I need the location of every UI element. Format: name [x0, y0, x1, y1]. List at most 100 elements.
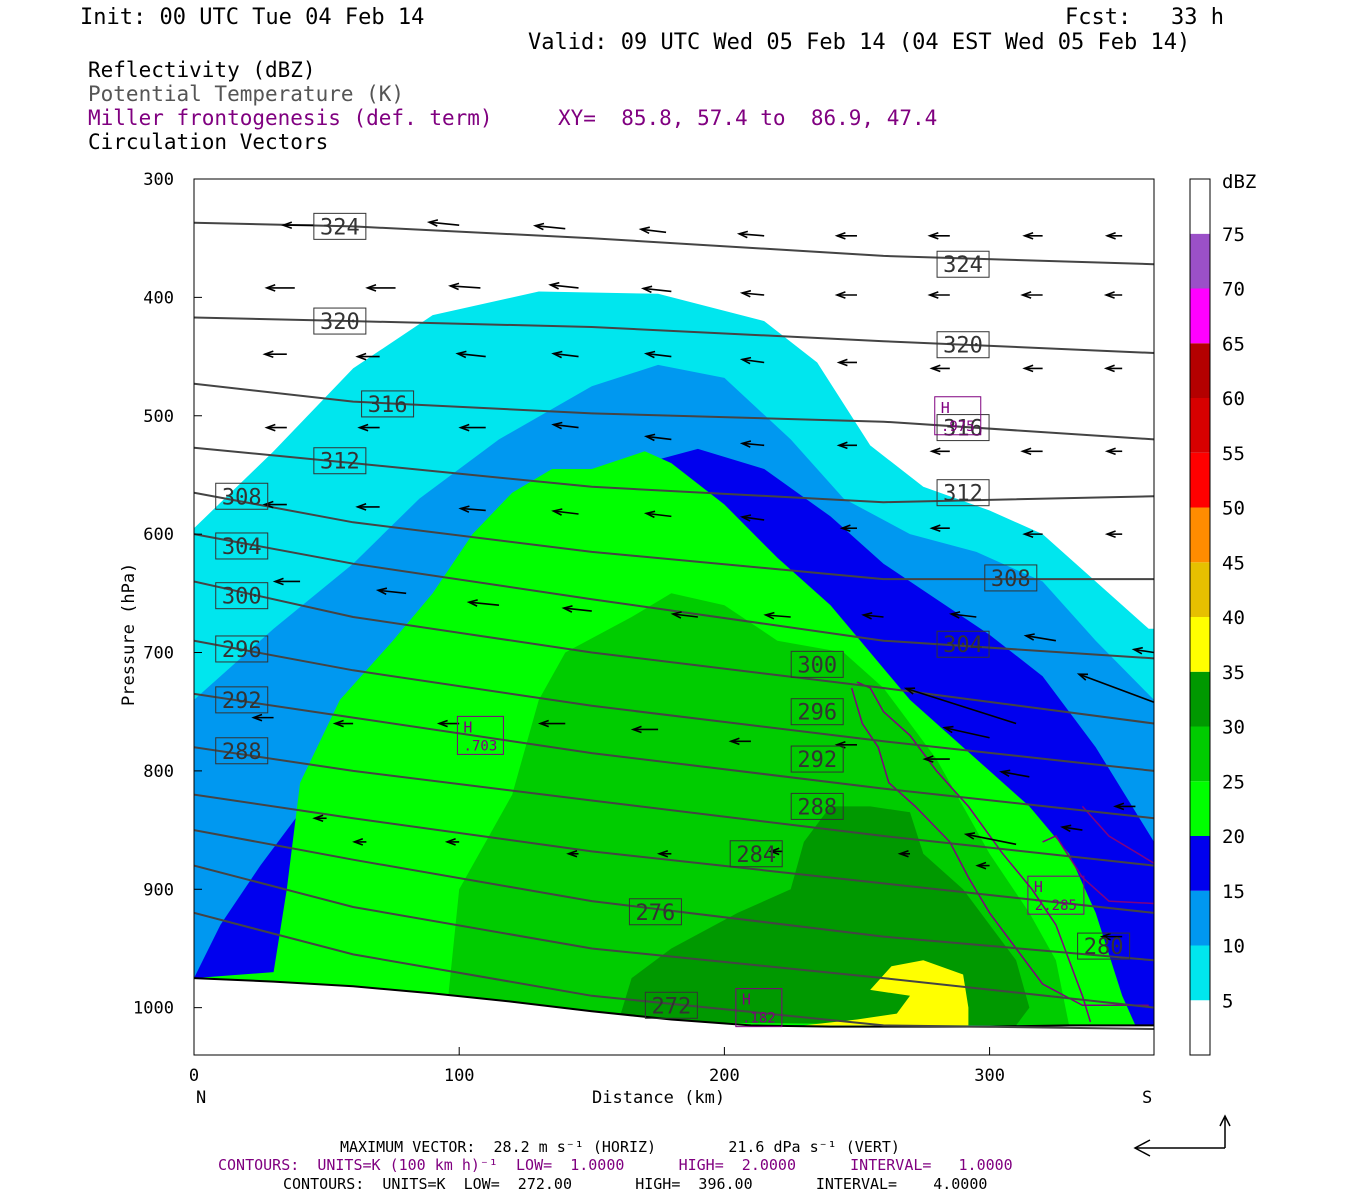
south-label: S — [1142, 1088, 1153, 1108]
vector-shaft — [378, 589, 407, 595]
colorbar-title: dBZ — [1222, 171, 1256, 193]
reflectivity-35dbz — [803, 960, 969, 1026]
vector-head — [312, 814, 324, 823]
vector-shaft — [765, 614, 791, 618]
colorbar-swatch — [1190, 398, 1210, 453]
circulation-vector — [375, 587, 407, 596]
vector-head — [656, 849, 669, 858]
circulation-vector — [1060, 824, 1083, 833]
theta-label-box — [936, 630, 990, 658]
circulation-vector — [365, 284, 396, 292]
fronto-high-box — [934, 396, 982, 436]
circulation-vector — [768, 847, 783, 856]
circulation-vector — [537, 719, 566, 728]
vector-head — [1104, 530, 1116, 538]
vector-head — [280, 221, 293, 230]
theta-label: 276 — [628, 898, 682, 926]
reference-vector — [1133, 1114, 1231, 1157]
circulation-vector — [929, 447, 950, 456]
circulation-vector — [332, 719, 354, 728]
theta-label-text: 276 — [636, 901, 676, 926]
vector-shaft — [1001, 771, 1030, 778]
circulation-vector — [739, 356, 765, 365]
circulation-vector — [264, 284, 295, 292]
circulation-vector — [444, 838, 460, 846]
plot-frame — [193, 178, 1155, 1056]
circulation-vector — [836, 441, 857, 450]
fronto-high-label: H .975 — [934, 396, 982, 436]
theta-label-text: 324 — [320, 215, 360, 240]
vector-head — [897, 849, 909, 858]
theta-300 — [194, 580, 1154, 725]
fronto-contour-2 — [1042, 835, 1154, 905]
vector-head — [739, 440, 752, 448]
vector-head — [643, 510, 656, 519]
vector-head — [436, 719, 448, 728]
vector-head — [551, 508, 563, 516]
circulation-vector — [739, 514, 765, 522]
vector-head — [548, 281, 560, 290]
colorbar-swatch — [1190, 671, 1210, 727]
vector-head — [861, 612, 873, 620]
fronto-high-letter: H — [742, 991, 751, 1009]
circulation-vector — [352, 838, 367, 846]
vector-head — [836, 358, 848, 367]
theta-label-box — [984, 564, 1038, 592]
theta-contour-note: CONTOURS: UNITS=K LOW= 272.00 HIGH= 396.… — [283, 1175, 988, 1193]
circulation-vector-strong — [1099, 932, 1123, 941]
vector-head — [332, 719, 344, 728]
vector-head — [927, 291, 939, 299]
colorbar-swatch — [1190, 726, 1210, 782]
vector-head — [1022, 231, 1034, 240]
vector-head — [1103, 291, 1115, 299]
vector-shaft — [553, 510, 579, 515]
circulation-vector — [1131, 646, 1154, 655]
theta-label-text: 288 — [797, 795, 837, 820]
y-tick-label: 700 — [143, 644, 174, 664]
circulation-vector — [739, 289, 765, 298]
theta-label-box — [215, 737, 269, 765]
max-vector-note: MAXIMUM VECTOR: 28.2 m s⁻¹ (HORIZ) 21.6 … — [340, 1138, 900, 1156]
fronto-high-letter: H — [1034, 878, 1043, 896]
theta-280 — [194, 829, 1154, 962]
colorbar-swatch — [1190, 890, 1210, 946]
y-tick-label: 600 — [143, 525, 174, 545]
circulation-vector — [532, 222, 566, 231]
vector-head — [251, 713, 263, 722]
colorbar-swatch — [1190, 781, 1210, 836]
theta-label-text: 324 — [943, 253, 983, 278]
vector-head — [630, 725, 642, 734]
valid-time: Valid: 09 UTC Wed 05 Feb 14 (04 EST Wed … — [528, 30, 1191, 55]
vector-head — [739, 356, 752, 365]
colorbar-swatch — [1190, 562, 1210, 617]
fronto-contour-0 — [850, 687, 1149, 1007]
vector-head — [763, 611, 775, 620]
theta-label: 284 — [729, 840, 783, 868]
circulation-vector — [357, 423, 380, 432]
circulation-vector — [251, 713, 274, 722]
circulation-vector — [834, 741, 857, 749]
fronto-contour-3 — [1081, 805, 1154, 864]
circulation-vector — [264, 423, 287, 432]
theta-label-box — [313, 447, 367, 475]
vector-head — [1103, 364, 1115, 373]
vector-head — [736, 230, 749, 239]
vector-head — [739, 289, 752, 298]
vector-shaft — [646, 352, 672, 358]
contour-labels: 324 324 320 320 316 316 312 312 308 308 304 304 300 3… — [215, 212, 1131, 1028]
vector-shaft — [1025, 634, 1057, 642]
x-tick-label: 200 — [709, 1066, 740, 1086]
below-ground — [194, 978, 1154, 1055]
circulation-vector — [1104, 447, 1123, 456]
vector-shaft — [643, 287, 672, 293]
vector-head — [975, 861, 987, 870]
circulation-vector-strong — [903, 687, 1017, 725]
vector-head — [1022, 364, 1034, 373]
colorbar-swatch — [1190, 343, 1210, 398]
circulation-vector — [836, 358, 857, 367]
colorbar-swatch — [1190, 452, 1210, 508]
init-time: Init: 00 UTC Tue 04 Feb 14 — [80, 5, 425, 30]
theta-label-box — [644, 991, 698, 1019]
vector-head — [426, 219, 439, 227]
theta-label: 304 — [215, 532, 269, 560]
